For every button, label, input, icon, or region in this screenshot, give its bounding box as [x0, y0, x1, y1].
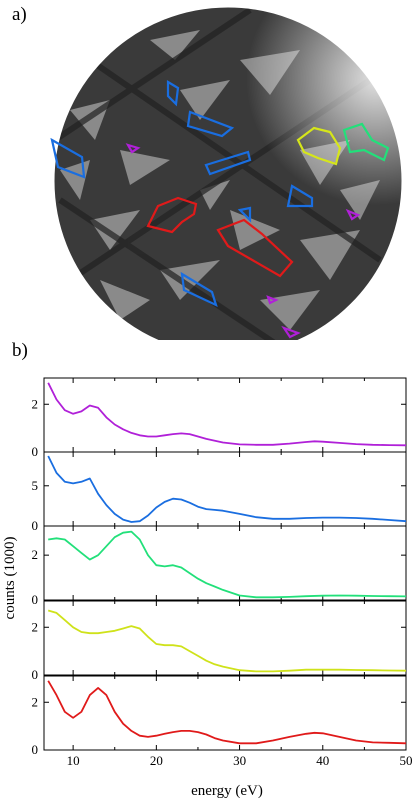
region-outline-green — [342, 122, 390, 162]
region-outline-blue — [50, 137, 86, 179]
panel-frame — [43, 675, 407, 751]
x-tick-label: 30 — [233, 753, 246, 768]
region-outlines — [50, 80, 390, 339]
x-tick-label: 10 — [67, 753, 80, 768]
panel-b-label: b) — [12, 340, 28, 361]
microscopy-image — [50, 6, 403, 340]
spectrum-line-2 — [47, 455, 407, 523]
y-tick-label: 2 — [32, 396, 39, 411]
x-tick-label: 50 — [400, 753, 413, 768]
region-outline-red — [146, 196, 198, 234]
y-axis-title: counts (1000) — [2, 537, 18, 620]
y-tick-label: 2 — [32, 547, 39, 562]
spectrum-line-1 — [47, 382, 407, 447]
y-tick-label: 0 — [32, 592, 39, 607]
panel-frame — [43, 600, 407, 676]
y-tick-label: 2 — [32, 694, 39, 709]
y-tick-label: 5 — [32, 478, 39, 493]
panel-frame — [43, 451, 407, 527]
y-tick-label: 0 — [32, 667, 39, 682]
x-axis-title: energy (eV) — [191, 783, 263, 799]
spectrum-line-4 — [47, 609, 407, 673]
y-tick-label: 2 — [32, 619, 39, 634]
panel-frame — [43, 525, 407, 601]
y-tick-label: 0 — [32, 444, 39, 459]
y-tick-label: 0 — [32, 518, 39, 533]
spectrum-line-5 — [47, 680, 407, 745]
spectrum-line-3 — [48, 530, 407, 599]
panel-frame — [43, 377, 407, 453]
micrograph-field — [54, 7, 402, 340]
panel-a-label: a) — [12, 4, 27, 25]
region-outline-violet — [125, 143, 141, 154]
region-outline-yellow — [296, 126, 342, 166]
x-tick-label: 40 — [316, 753, 329, 768]
y-tick-label: 0 — [32, 742, 39, 757]
x-tick-label: 20 — [150, 753, 163, 768]
